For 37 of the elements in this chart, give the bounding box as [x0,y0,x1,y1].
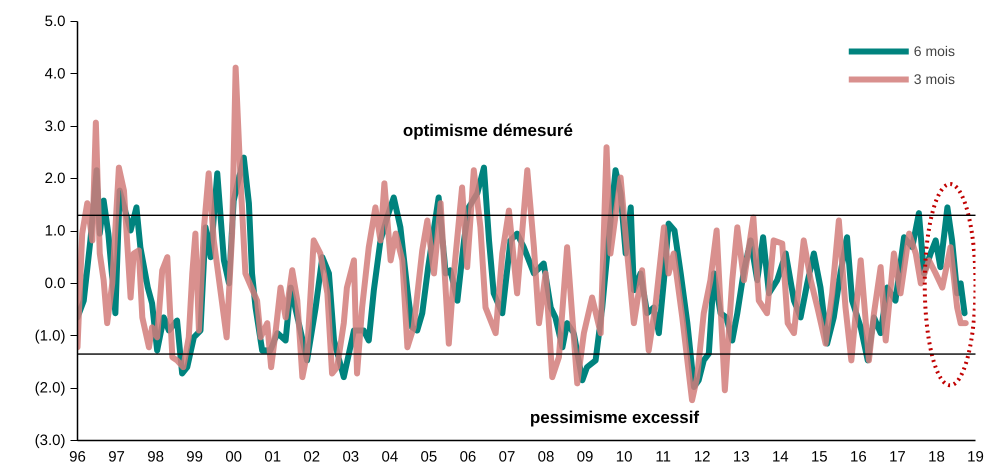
x-tick-label: 04 [382,448,398,466]
y-tick-label: 0.0 [44,274,66,292]
x-tick-label: 10 [616,448,632,466]
x-tick-label: 06 [460,448,476,466]
x-tick-label: 00 [225,448,242,466]
x-tick-label: 12 [694,448,711,466]
x-tick-label: 11 [655,448,671,466]
x-tick-label: 09 [576,448,594,466]
x-tick-label: 98 [147,448,164,466]
x-tick-label: 96 [69,448,86,466]
x-tick-label: 17 [889,448,906,466]
x-tick-label: 18 [928,448,945,466]
x-tick-label: 97 [108,448,125,466]
annotation: pessimisme excessif [530,408,700,427]
x-tick-label: 99 [186,448,203,466]
x-tick-label: 19 [967,448,984,466]
y-tick-label: 5.0 [44,13,66,30]
x-tick-label: 05 [420,448,438,466]
x-tick-label: 07 [498,448,516,466]
x-tick-label: 15 [810,448,828,466]
x-tick-label: 16 [850,448,867,466]
y-tick-label: (2.0) [34,380,66,397]
annotation: optimisme démesuré [402,120,573,140]
y-tick-label: 3.0 [44,118,66,135]
y-tick-label: (1.0) [34,327,66,344]
x-tick-label: 14 [772,448,789,466]
y-tick-label: 4.0 [44,65,66,82]
x-tick-label: 01 [264,448,282,466]
y-tick-label: 1.0 [44,222,66,240]
legend-label: 6 mois [914,43,955,59]
y-tick-label: (3.0) [34,432,66,449]
x-tick-label: 02 [303,448,320,466]
y-tick-label: 2.0 [44,170,66,188]
x-tick-label: 08 [538,448,554,466]
legend-label: 3 mois [914,71,955,87]
x-tick-label: 13 [732,448,750,466]
x-tick-label: 03 [342,448,360,466]
